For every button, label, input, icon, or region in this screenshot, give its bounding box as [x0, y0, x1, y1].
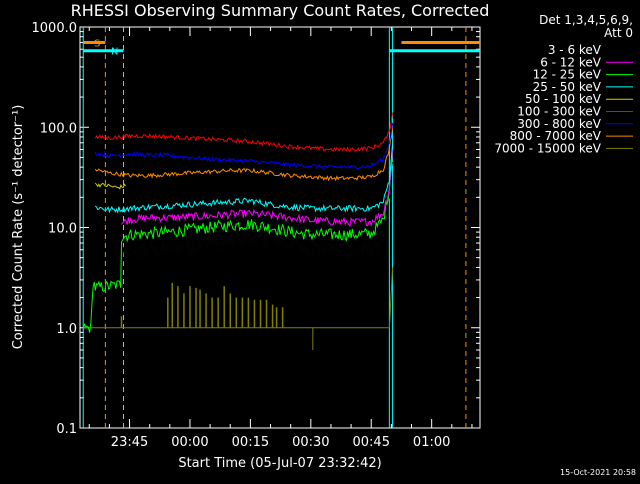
legend-label: 6 - 12 keV [540, 55, 602, 69]
legend-header: Det 1,3,4,5,6,9, [539, 13, 633, 27]
y-tick-label: 1.0 [56, 322, 77, 337]
legend-label: 50 - 100 keV [525, 92, 602, 106]
x-tick-label: 00:45 [353, 435, 390, 450]
chart-title: RHESSI Observing Summary Count Rates, Co… [71, 1, 490, 20]
plot-axes [79, 26, 481, 429]
y-axis-label: Corrected Count Rate (s⁻¹ detector⁻¹) [11, 105, 26, 350]
tick-labels: 0.1 1.0 10.0 100.0 1000.0 23:45 00:00 00:15 00:3… [32, 21, 451, 450]
legend-label: 100 - 300 keV [517, 105, 601, 119]
marker-label: S [94, 39, 100, 50]
y-tick-label: 1000.0 [32, 21, 78, 36]
series-layer [82, 112, 394, 350]
x-tick-label: 23:45 [111, 435, 148, 450]
legend-label: 800 - 7000 keV [510, 129, 602, 143]
series-line [83, 267, 394, 329]
series-line [82, 149, 394, 333]
x-tick-label: 00:00 [171, 435, 208, 450]
y-tick-label: 100.0 [40, 121, 77, 136]
series-line [121, 149, 394, 228]
y-tick-label: 10.0 [48, 222, 77, 237]
x-tick-label: 01:00 [413, 435, 450, 450]
legend-label: 7000 - 15000 keV [494, 141, 601, 155]
series-line [94, 123, 394, 170]
x-tick-label: 00:15 [232, 435, 269, 450]
plot-frame [79, 26, 481, 429]
series-line [94, 182, 126, 190]
series-line [94, 112, 394, 153]
legend-header: Att 0 [604, 26, 633, 40]
attenuator-markers: SN [82, 27, 480, 428]
y-tick-label: 0.1 [56, 422, 77, 437]
legend-label: 3 - 6 keV [548, 43, 602, 57]
legend-label: 25 - 50 keV [533, 80, 602, 94]
series-line [94, 142, 394, 214]
series-line [121, 161, 394, 325]
x-tick-label: 00:30 [292, 435, 329, 450]
timestamp: 15-Oct-2021 20:58 [560, 468, 636, 477]
marker-label: N [111, 47, 118, 58]
series-line [94, 127, 394, 182]
legend-label: 300 - 800 keV [517, 117, 601, 131]
legend-label: 12 - 25 keV [533, 68, 602, 82]
x-axis-label: Start Time (05-Jul-07 23:32:42) [178, 456, 381, 471]
